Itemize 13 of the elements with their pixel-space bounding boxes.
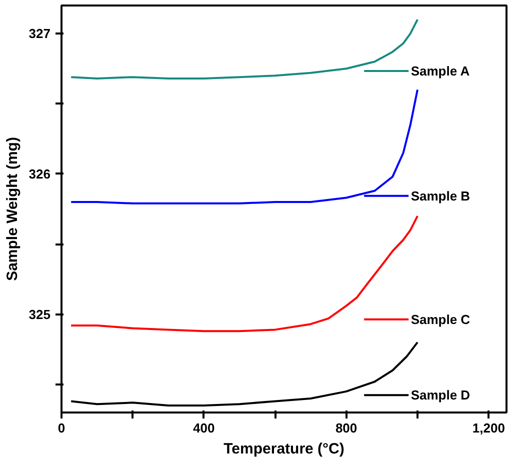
legend-label: Sample B: [410, 188, 470, 204]
y-tick-label: 325: [28, 306, 51, 322]
x-tick-label: 1,200: [472, 420, 505, 436]
x-tick-label: 0: [58, 420, 66, 436]
x-axis-title: Temperature (°C): [224, 440, 344, 458]
legend-label: Sample D: [410, 388, 470, 403]
x-tick-label: 400: [193, 420, 215, 436]
legend-label: Sample C: [410, 312, 471, 327]
y-tick-label: 326: [28, 166, 51, 182]
y-tick-label: 327: [28, 26, 51, 42]
legend-label: Sample A: [410, 63, 470, 78]
x-tick-label: 800: [335, 420, 358, 436]
y-axis-title: Sample Weight (mg): [4, 137, 21, 281]
